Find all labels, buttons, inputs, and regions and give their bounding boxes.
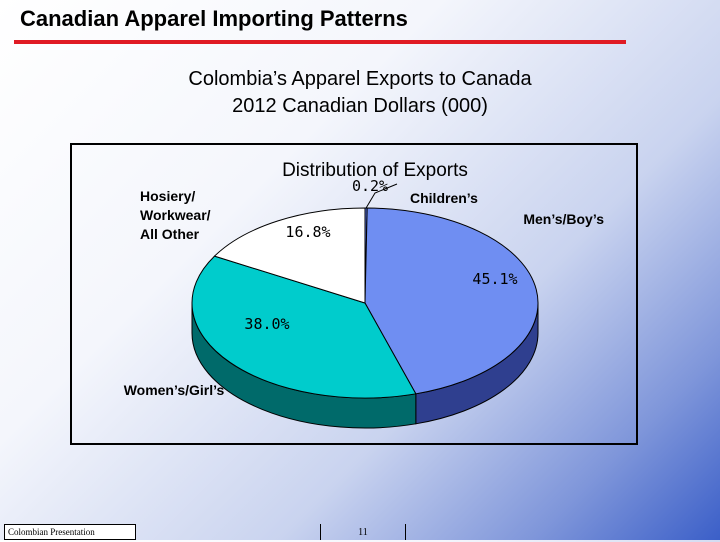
slide-title: Canadian Apparel Importing Patterns: [20, 6, 408, 31]
slice-value-hosiery: 16.8%: [285, 223, 330, 241]
slice-label-mens-boys: Men’s/Boy’s: [523, 211, 604, 227]
pie-tops: [191, 207, 539, 399]
chart-frame: [70, 143, 638, 445]
subtitle-line-2: 2012 Canadian Dollars (000): [232, 95, 488, 117]
slice-label-childrens: Children’s: [410, 190, 478, 206]
pie-slice-womens-girls: [191, 255, 417, 399]
chart-subtitle: Colombia’s Apparel Exports to Canada 201…: [100, 66, 620, 120]
page-number: 11: [320, 524, 406, 540]
leader-line-childrens: [365, 183, 398, 209]
chart-title: Distribution of Exports: [282, 160, 468, 181]
slice-label-hosiery: Hosiery/Workwear/All Other: [140, 188, 211, 242]
slice-label-womens-girls: Women’s/Girl’s: [124, 382, 225, 398]
subtitle-line-1: Colombia’s Apparel Exports to Canada: [188, 68, 532, 90]
slice-value-mens-boys: 45.1%: [472, 270, 517, 288]
pie-labels: Children’s 0.2% Men’s/Boy’s 45.1% Women’s/Gi…: [124, 177, 605, 398]
pie-slice-mens-boys: [364, 207, 539, 395]
pie-slice-hosiery: [213, 207, 366, 304]
slice-value-childrens: 0.2%: [352, 177, 388, 195]
title-underline: [14, 40, 626, 44]
footer-label: Colombian Presentation: [4, 524, 136, 540]
slice-value-womens-girls: 38.0%: [244, 315, 289, 333]
